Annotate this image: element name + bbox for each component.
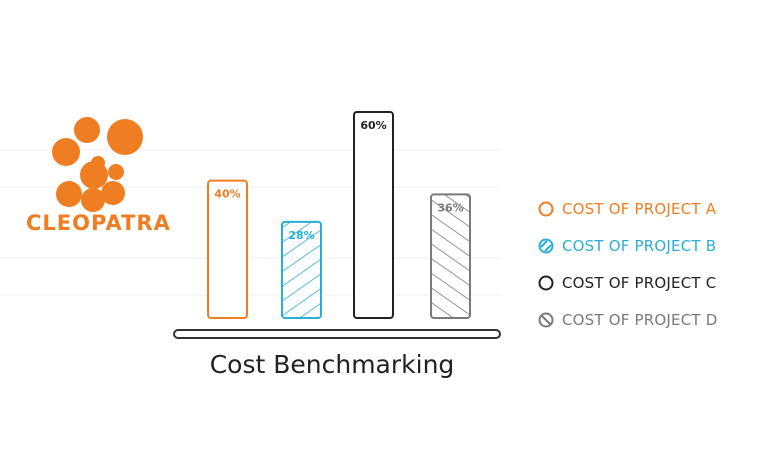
data-label: 40% (214, 188, 240, 201)
legend: COST OF PROJECT A COST OF PROJECT B COST O… (538, 190, 717, 338)
legend-item: COST OF PROJECT B (538, 227, 717, 264)
legend-marker-icon (538, 201, 554, 216)
bar-a (207, 179, 248, 319)
legend-label: COST OF PROJECT A (562, 199, 717, 218)
data-label: 28% (288, 229, 314, 242)
legend-item: COST OF PROJECT D (538, 301, 717, 338)
legend-marker-icon (538, 275, 554, 290)
logo-circle (108, 164, 124, 180)
legend-marker-icon (538, 238, 554, 253)
logo-circle (80, 161, 108, 189)
legend-marker-icon (538, 312, 554, 327)
logo-circle (56, 181, 82, 207)
bar-d (430, 193, 471, 319)
logo-circle (81, 188, 105, 212)
bar-b (281, 220, 322, 319)
data-label: 60% (360, 119, 386, 132)
logo-circle (107, 119, 143, 155)
data-label: 36% (437, 201, 463, 214)
bar-c (353, 111, 394, 319)
legend-label: COST OF PROJECT C (562, 273, 717, 292)
legend-item: COST OF PROJECT A (538, 190, 717, 227)
legend-label: COST OF PROJECT D (562, 310, 718, 329)
chart-title: Cost Benchmarking (209, 350, 455, 379)
legend-item: COST OF PROJECT C (538, 264, 717, 301)
logo-circle (74, 117, 100, 143)
logo-circle (101, 181, 125, 205)
logo-circle (52, 138, 80, 166)
baseline-bar (173, 329, 501, 339)
legend-label: COST OF PROJECT B (562, 236, 717, 255)
logo-text: CLEOPATRA (26, 211, 171, 235)
